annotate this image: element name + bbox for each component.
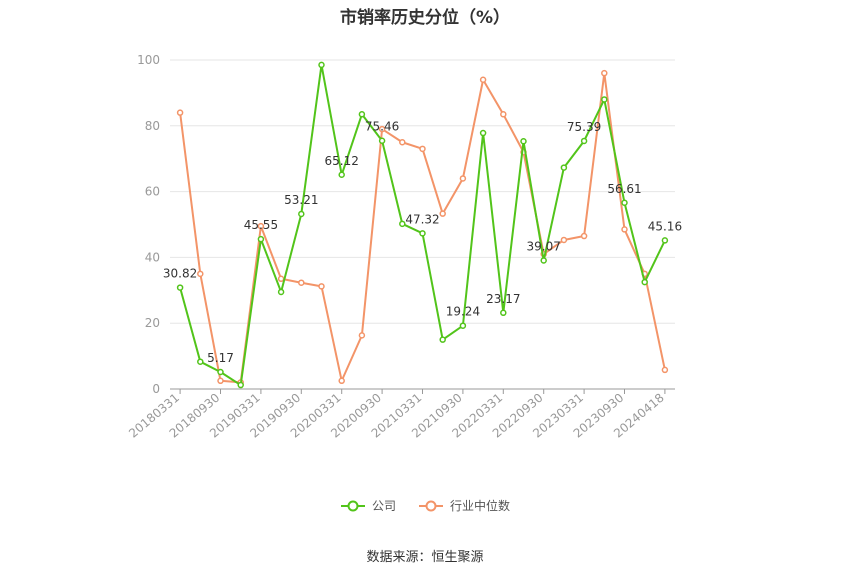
series-0-point-18 (540, 257, 547, 264)
series-1-point-19 (560, 236, 568, 244)
series-0-point-19 (560, 164, 568, 171)
series-1-point-20 (580, 232, 588, 240)
series-1-point-22 (621, 226, 628, 233)
series-0-point-22 (621, 199, 628, 207)
data-label-14: 19.24 (446, 305, 480, 319)
y-tick-label-0: 0 (152, 382, 160, 396)
series-0-point-4 (257, 235, 265, 243)
data-label-4: 45.55 (244, 218, 278, 232)
legend-item-industry-median[interactable]: 行业中位数 (418, 497, 510, 514)
series-0-point-12 (419, 230, 426, 237)
y-tick-label-40: 40 (145, 250, 160, 264)
series-0-point-20 (580, 137, 588, 145)
data-label-10: 75.46 (365, 120, 399, 134)
data-label-18: 39.07 (527, 239, 561, 253)
series-1-point-9 (358, 332, 366, 339)
data-label-8: 65.12 (325, 154, 359, 168)
series-0-point-5 (277, 288, 285, 296)
legend-industry-marker-icon (419, 500, 443, 511)
data-label-16: 23.17 (486, 292, 520, 306)
series-1-point-4 (257, 222, 265, 230)
series-0-point-24 (661, 237, 669, 244)
series-0-point-3 (237, 381, 244, 389)
series-1-point-7 (318, 283, 325, 290)
series-1-point-14 (459, 175, 467, 182)
series-0-point-2 (217, 368, 224, 376)
series-0-point-10 (378, 137, 386, 144)
data-label-12: 47.32 (405, 212, 439, 226)
series-1-point-6 (298, 279, 305, 286)
data-label-6: 53.21 (284, 193, 318, 207)
series-0-point-6 (298, 210, 305, 218)
series-0-point-21 (601, 96, 608, 103)
series-0-point-11 (399, 220, 406, 228)
series-0-point-9 (358, 111, 366, 118)
chart-title: 市销率历史分位（%） (339, 8, 511, 28)
y-tick-label-60: 60 (145, 185, 160, 199)
series-1-point-11 (399, 139, 406, 146)
legend-label-industry-median: 行业中位数 (450, 499, 511, 513)
series-0-point-7 (318, 61, 325, 69)
y-tick-label-80: 80 (145, 119, 160, 133)
series-1-point-21 (601, 69, 608, 77)
series-1-point-10 (378, 125, 386, 133)
data-label-2: 5.17 (207, 351, 234, 365)
series-1-point-8 (338, 377, 345, 385)
series-0-point-23 (641, 278, 648, 286)
series-1-point-15 (479, 76, 487, 83)
legend-item-company[interactable]: 公司 (340, 497, 396, 514)
series-0-point-8 (338, 171, 345, 179)
series-1-point-12 (419, 145, 426, 153)
data-label-0: 30.82 (163, 267, 197, 281)
series-0-point-14 (459, 322, 467, 329)
series-0-point-13 (439, 336, 446, 343)
series-1-point-2 (217, 377, 224, 385)
series-1-point-13 (439, 210, 446, 217)
series-1-point-5 (277, 275, 285, 283)
series-1-point-16 (500, 111, 507, 118)
data-label-20: 75.39 (567, 120, 601, 134)
series-0-point-0 (176, 284, 184, 291)
legend: 公司 行业中位数 (0, 497, 850, 514)
legend-label-company: 公司 (371, 499, 396, 513)
data-label-22: 56.61 (607, 182, 641, 196)
source-note: 数据来源：恒生聚源 (366, 550, 484, 565)
series-0-point-1 (197, 358, 204, 365)
series-1-point-1 (197, 270, 204, 278)
series-0-point-16 (500, 309, 507, 317)
y-tick-label-100: 100 (137, 53, 160, 67)
series-0-point-15 (479, 129, 487, 137)
y-tick-label-20: 20 (145, 316, 160, 330)
data-label-24: 45.16 (648, 219, 682, 233)
series-0-point-17 (520, 138, 527, 145)
series-1-point-0 (176, 109, 184, 116)
legend-company-marker-icon (340, 500, 365, 511)
series-1-point-24 (661, 366, 669, 374)
